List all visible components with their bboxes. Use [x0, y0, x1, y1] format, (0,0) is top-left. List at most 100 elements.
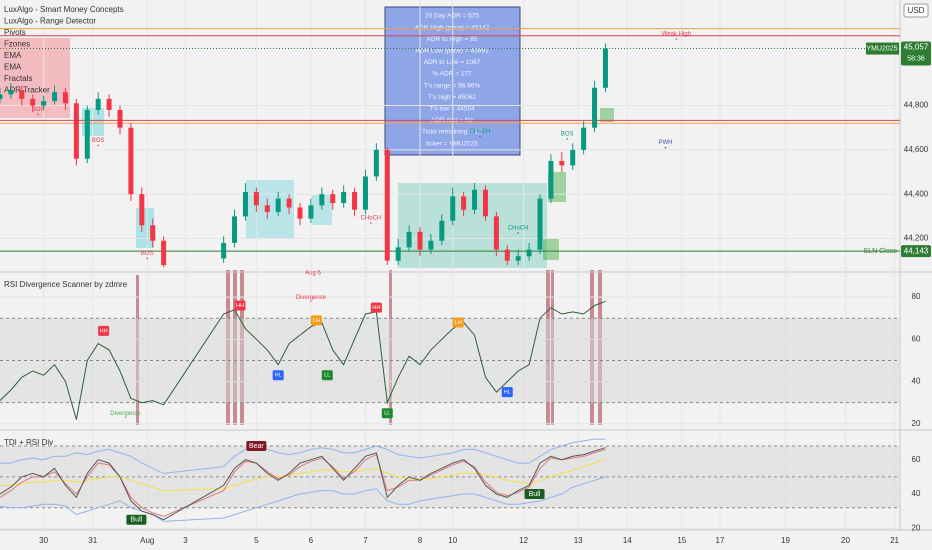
note: Divergence [296, 295, 327, 301]
candle-body [417, 231, 423, 250]
x-tick-label: 8 [418, 536, 423, 545]
level-label: 44,143 [904, 246, 929, 255]
candle-body [286, 198, 292, 208]
annotation: BOS [92, 138, 105, 144]
info-line: T's low = 44504 [429, 106, 475, 113]
x-tick-label: 5 [254, 536, 259, 545]
candle-body [106, 98, 112, 110]
annotation-marker [98, 325, 110, 336]
series-line [0, 438, 606, 474]
annotation-anchor [370, 222, 372, 224]
candle-body [41, 101, 47, 106]
annotation: HH [100, 328, 108, 334]
x-tick-label: 7 [363, 536, 368, 545]
annotation-anchor [146, 257, 149, 260]
annotation-marker [272, 370, 284, 381]
candle-body [493, 216, 499, 250]
pane-title: RSI Divergence Scanner by zdmre [4, 280, 128, 289]
annotation: CHoCH [470, 129, 491, 135]
y-tick-label: 40 [912, 489, 921, 498]
y-tick-label: 44,600 [904, 145, 929, 154]
candle-body [52, 92, 58, 102]
annotation: LL [324, 373, 330, 379]
annotation-marker [246, 441, 267, 451]
annotation: BOS [32, 107, 45, 113]
candle-body [0, 94, 3, 99]
annotation-anchor [479, 135, 481, 138]
y-tick-label: 40 [912, 377, 921, 386]
y-tick-label: 60 [912, 455, 921, 464]
x-tick-label: 13 [574, 536, 583, 545]
x-tick-label: 19 [781, 536, 790, 545]
candle-body [242, 191, 248, 217]
candle-body [319, 194, 325, 206]
indicator-name: EMA [4, 63, 22, 72]
annotation-marker [452, 317, 464, 328]
candle-body [30, 98, 36, 106]
candle-body [602, 48, 608, 88]
candle-body [559, 160, 565, 166]
level-name: SLN Close [864, 248, 898, 255]
series-line [0, 447, 606, 521]
candle-body [19, 90, 25, 99]
x-tick-label: 31 [88, 536, 97, 545]
candle-body [128, 127, 134, 195]
pane-title: TDI + RSI Div [4, 438, 53, 447]
series-line [0, 459, 606, 492]
candle-body [150, 225, 156, 241]
candle-body [264, 205, 270, 212]
note-anchor [124, 416, 127, 419]
annotation-marker [310, 315, 322, 326]
candle-body [297, 207, 303, 219]
annotation: HL [275, 373, 282, 379]
candle-body [570, 149, 576, 166]
y-tick-label: 80 [912, 292, 921, 301]
symbol-tag [866, 42, 899, 55]
candle-body [73, 103, 79, 159]
annotation-anchor [566, 137, 569, 140]
y-tick-label: 20 [912, 523, 921, 532]
info-line: % ADR = 177 [432, 71, 472, 78]
candle-body [526, 249, 532, 257]
annotation-marker [501, 387, 513, 398]
candle-body [428, 240, 434, 250]
order-block [543, 238, 559, 260]
candle-body [221, 242, 227, 259]
x-tick-label: 12 [519, 536, 528, 545]
x-tick-label: 17 [716, 536, 725, 545]
candle-body [450, 196, 456, 221]
annotation: LH [313, 318, 320, 324]
x-tick-label: 3 [183, 536, 188, 545]
annotation-anchor [675, 38, 678, 40]
info-line: 20 Day ADR = 575 [425, 13, 479, 20]
candle-body [548, 160, 554, 199]
x-tick-label: 10 [448, 536, 457, 545]
x-tick-label: 21 [890, 536, 899, 545]
currency-box[interactable] [903, 3, 929, 18]
annotation: CHoCH [508, 226, 529, 232]
candle-body [439, 220, 445, 241]
annotation: LL [384, 411, 390, 417]
candle-body [95, 98, 101, 110]
last-price: 45,057 [904, 43, 929, 52]
candle-body [406, 231, 412, 248]
x-tick-label: 20 [841, 536, 850, 545]
candle-body [373, 149, 379, 177]
order-block [600, 108, 614, 122]
candle-body [253, 191, 259, 206]
annotation-marker [370, 302, 382, 313]
candle-body [139, 194, 145, 226]
y-tick-label: 44,200 [904, 234, 929, 243]
note: Divergence [110, 411, 141, 417]
annotation: HH [372, 305, 380, 311]
annotation: LH [455, 320, 462, 326]
candle-body [581, 127, 587, 150]
candle-body [117, 109, 123, 128]
candle-body [395, 247, 401, 261]
x-tick-label: 15 [677, 536, 686, 545]
info-line: ticker = YMU2025 [426, 140, 478, 147]
y-tick-label: 44,400 [904, 189, 929, 198]
candle-body [62, 92, 68, 104]
series-line [0, 300, 606, 420]
candle-body [504, 249, 510, 261]
